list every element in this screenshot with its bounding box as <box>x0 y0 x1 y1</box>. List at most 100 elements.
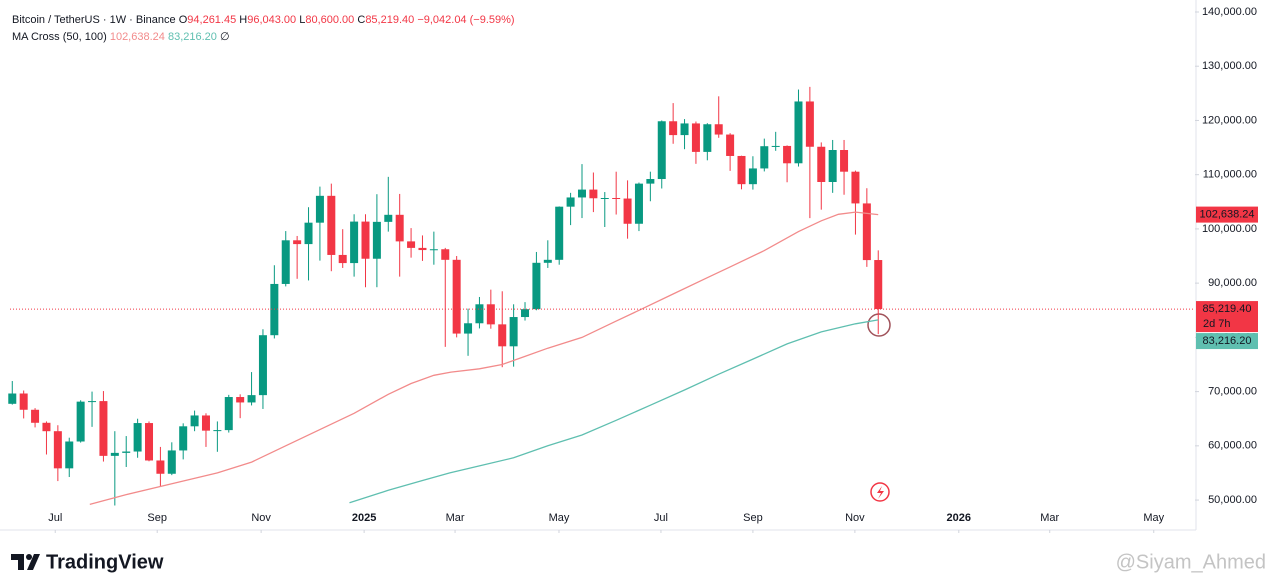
candle-body <box>236 397 245 403</box>
candle-body <box>145 423 154 461</box>
candle-body <box>703 124 712 152</box>
candle-body <box>179 426 188 451</box>
candle-body <box>680 123 689 136</box>
y-tick-label: 50,000.00 <box>1208 494 1257 506</box>
candle-body <box>418 247 427 251</box>
x-tick-label: Nov <box>251 512 271 524</box>
candle-body <box>862 203 871 261</box>
event-icon[interactable] <box>870 482 890 502</box>
watermark: @Siyam_Ahmed <box>1116 551 1266 573</box>
candle-body <box>498 324 507 347</box>
brand-logo: TradingView <box>11 551 164 573</box>
candle-body <box>748 168 757 185</box>
candle-body <box>555 206 564 260</box>
candle-body <box>327 195 336 255</box>
candle-body <box>156 460 165 474</box>
x-tick-label: Sep <box>147 512 167 524</box>
candle-body <box>771 145 780 147</box>
y-tick-label: 130,000.00 <box>1202 60 1257 72</box>
y-tick-label: 100,000.00 <box>1202 223 1257 235</box>
ma-line <box>89 211 879 506</box>
candle-body <box>600 197 609 199</box>
x-tick-label: May <box>549 512 570 524</box>
candle-body <box>817 146 826 182</box>
candle-body <box>828 150 837 182</box>
candle-body <box>441 249 450 260</box>
indicator-value: 102,638.24 <box>110 31 165 43</box>
candle-body <box>760 146 769 169</box>
candle-body <box>851 171 860 204</box>
brand-name: TradingView <box>46 551 164 573</box>
candle-body <box>372 221 381 259</box>
candle-body <box>110 452 119 456</box>
ohlc-label: L <box>299 14 305 26</box>
candle-body <box>589 189 598 199</box>
y-tick-label: 90,000.00 <box>1208 277 1257 289</box>
price-badge-label: 85,219.40 <box>1203 303 1252 315</box>
legend-header: Bitcoin / TetherUS · 1W · Binance O94,26… <box>12 14 515 43</box>
candle-body <box>737 155 746 185</box>
y-tick-label: 110,000.00 <box>1203 169 1257 181</box>
y-tick-label: 120,000.00 <box>1202 114 1257 126</box>
candle-body <box>65 441 74 469</box>
ohlc-value: 94,261.45 <box>187 14 236 26</box>
candle-body <box>543 259 552 263</box>
logo-mark <box>11 554 24 570</box>
symbol-title: Bitcoin / TetherUS · 1W · Binance <box>12 14 176 26</box>
countdown-label: 2d 7h <box>1203 318 1231 330</box>
y-tick-label: 60,000.00 <box>1208 440 1257 452</box>
x-tick-label: Nov <box>845 512 865 524</box>
candle-body <box>805 101 814 147</box>
indicator-value: 83,216.20 <box>168 31 217 43</box>
candle-body <box>726 134 735 156</box>
candle-body <box>669 121 678 136</box>
indicator-line: MA Cross (50, 100) 102,638.24 83,216.20 … <box>12 31 230 43</box>
ohlc-label: C <box>357 14 365 26</box>
candle-body <box>509 317 518 347</box>
ohlc-value: 80,600.00 <box>305 14 354 26</box>
candle-body <box>361 221 370 259</box>
ma-badge-label: 102,638.24 <box>1199 209 1254 221</box>
ohlc-value: 85,219.40 <box>365 14 414 26</box>
candle-body <box>31 409 40 423</box>
candle-body <box>304 222 313 245</box>
x-tick-label: 2026 <box>947 512 971 524</box>
annotation-circle <box>867 313 891 337</box>
candle-body <box>350 221 359 264</box>
x-tick-label: Mar <box>446 512 465 524</box>
logo-mark <box>26 554 32 560</box>
candle-body <box>133 423 142 452</box>
candle-body <box>8 393 17 404</box>
candle-body <box>315 195 324 223</box>
candle-body <box>623 198 632 224</box>
candle-body <box>281 240 290 284</box>
candle-body <box>532 262 541 310</box>
logo-mark <box>27 554 40 570</box>
candle-body <box>407 241 416 248</box>
candle-body <box>783 145 792 164</box>
x-tick-label: Jul <box>654 512 668 524</box>
x-tick-label: Mar <box>1040 512 1059 524</box>
candle-body <box>794 101 803 164</box>
candle-body <box>293 240 302 245</box>
candle-body <box>714 124 723 135</box>
candle-body <box>657 121 666 180</box>
candle-body <box>691 123 700 152</box>
ohlc-label: H <box>239 14 247 26</box>
candle-body <box>258 335 267 396</box>
candle-body <box>384 214 393 222</box>
candle-body <box>270 283 279 336</box>
y-tick-label: 70,000.00 <box>1208 386 1257 398</box>
candle-body <box>122 451 131 453</box>
price-badge <box>1196 301 1258 333</box>
x-tick-label: May <box>1143 512 1164 524</box>
candle-body <box>224 397 233 431</box>
candle-body <box>395 214 404 242</box>
candle-body <box>429 249 438 251</box>
candle-body <box>840 150 849 172</box>
indicator-name: MA Cross (50, 100) <box>12 31 107 43</box>
candle-body <box>247 395 256 403</box>
